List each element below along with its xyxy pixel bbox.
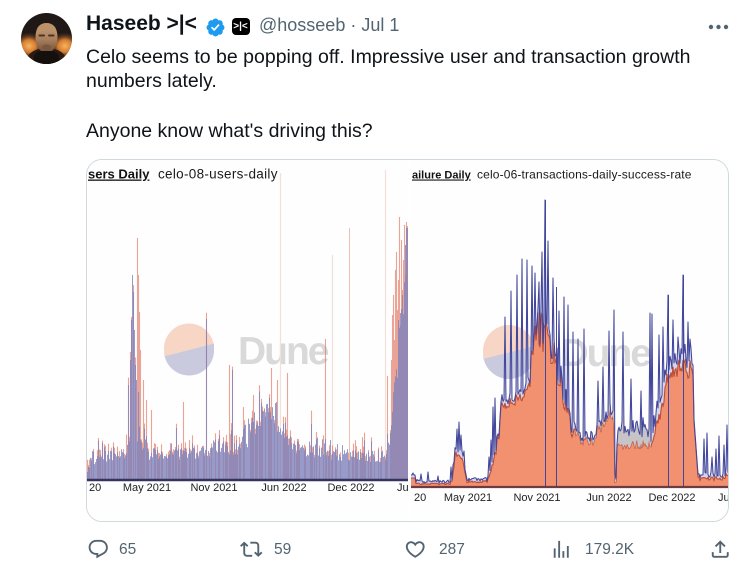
svg-text:20: 20 [89,482,101,494]
svg-text:20: 20 [414,492,426,504]
svg-text:Ju: Ju [718,492,729,504]
svg-text:May 2021: May 2021 [123,482,171,494]
svg-text:sers Daily: sers Daily [88,167,150,182]
svg-text:Jun 2022: Jun 2022 [261,482,306,494]
svg-text:Ju: Ju [397,482,408,494]
svg-text:Nov 2021: Nov 2021 [190,482,237,494]
svg-text:Dec 2022: Dec 2022 [648,492,695,504]
svg-text:Dec 2022: Dec 2022 [327,482,374,494]
svg-text:Dune: Dune [238,330,329,373]
svg-text:Dune: Dune [561,332,652,375]
svg-text:May 2021: May 2021 [444,492,492,504]
svg-text:Jun 2022: Jun 2022 [586,492,631,504]
svg-text:celo-06-transactions-daily-suc: celo-06-transactions-daily-success-rate [477,168,692,182]
svg-text:celo-08-users-daily: celo-08-users-daily [158,167,278,182]
svg-text:ailure Daily: ailure Daily [412,170,472,182]
svg-text:Nov 2021: Nov 2021 [513,492,560,504]
